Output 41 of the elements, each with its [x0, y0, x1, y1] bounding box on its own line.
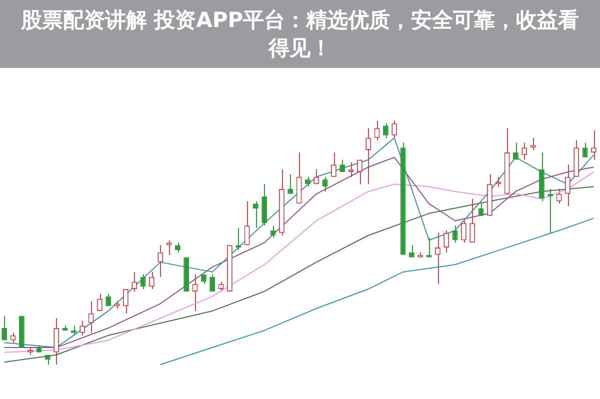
- candlestick: [252, 200, 258, 229]
- candlestick: [426, 237, 432, 258]
- candlestick: [460, 220, 466, 244]
- candlestick: [132, 271, 138, 292]
- candlestick: [210, 274, 216, 292]
- candlestick: [158, 244, 164, 278]
- candlestick: [522, 142, 528, 160]
- chart-title: 股票配资讲解 投资APP平台：精选优质，安全可靠，收益看得见！: [0, 0, 600, 68]
- candlestick: [348, 162, 354, 178]
- candlestick: [392, 120, 398, 138]
- candlestick: [548, 188, 554, 234]
- candlestick: [512, 142, 518, 160]
- candlestick: [382, 122, 388, 138]
- candlestick: [434, 232, 440, 285]
- candlestick: [80, 320, 86, 336]
- candlestick: [530, 137, 536, 151]
- candlestick: [96, 293, 102, 312]
- candlestick: [174, 242, 180, 253]
- candlestick: [330, 152, 336, 178]
- candlestick: [2, 315, 8, 341]
- candlestick: [54, 318, 60, 366]
- candlestick: [470, 198, 476, 244]
- candlestick: [236, 228, 242, 250]
- candlestick: [122, 288, 128, 314]
- candlestick: [564, 164, 570, 207]
- candlestick: [374, 120, 380, 141]
- candlestick: [148, 271, 154, 290]
- candlestick: [444, 230, 450, 253]
- candlestick: [356, 159, 362, 185]
- candlestick: [496, 176, 502, 188]
- candlestick: [70, 325, 76, 336]
- candlestick: [166, 240, 172, 256]
- candlestick: [270, 225, 276, 238]
- candlestick: [106, 293, 112, 307]
- candlestick: [288, 174, 294, 194]
- candlestick: [314, 169, 320, 185]
- candlestick: [582, 142, 588, 158]
- candlestick: [366, 128, 372, 185]
- candlestick: [590, 130, 596, 160]
- candlestick: [218, 281, 224, 292]
- candlestick: [408, 244, 414, 258]
